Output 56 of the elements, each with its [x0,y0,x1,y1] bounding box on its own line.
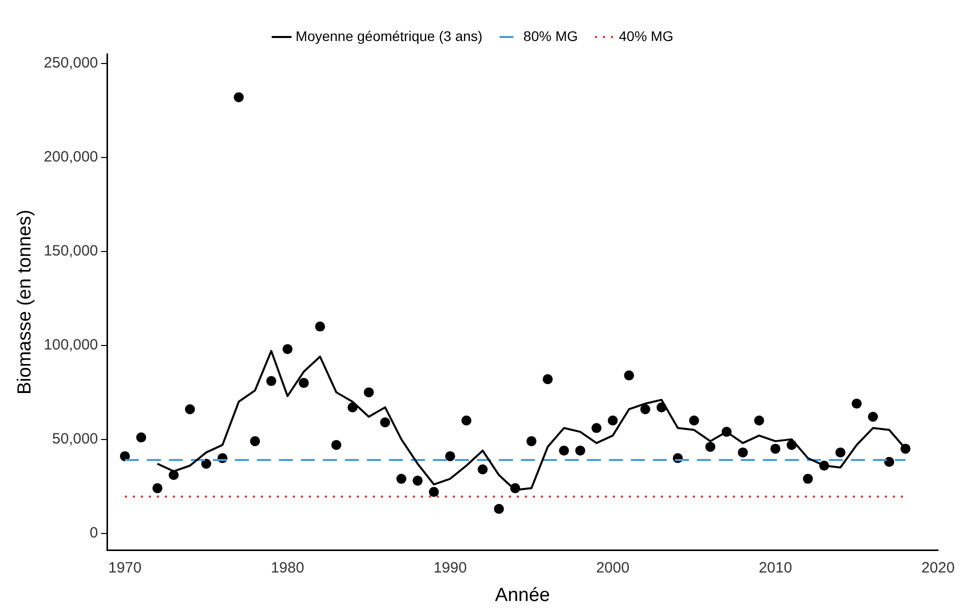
legend-label: 80% MG [523,28,578,44]
point [738,447,748,458]
point [445,451,456,462]
point [835,447,846,458]
point [331,440,342,450]
x-axis-title: Année [495,584,550,606]
point [298,378,309,388]
point [592,423,602,434]
y-tick-label: 200,000 [44,148,98,166]
point [315,322,326,332]
point [478,464,488,474]
x-tick-label: 1990 [433,559,467,576]
point [689,416,700,426]
point [754,416,764,426]
point [852,398,862,409]
point [461,416,472,426]
y-tick-label: 150,000 [44,242,98,260]
point [396,474,406,484]
point [266,376,276,386]
point [250,436,260,446]
point [526,436,536,446]
point [152,483,162,494]
point [494,504,504,514]
x-tick-label: 2000 [596,559,630,576]
y-tick-label: 50,000 [52,430,98,448]
x-tick-label: 1970 [108,559,142,576]
y-tick-label: 0 [90,524,98,542]
point [884,456,894,467]
x-tick-label: 1980 [270,559,304,576]
point [558,446,569,456]
point [868,412,878,422]
point [624,370,634,380]
point [412,476,423,486]
point [770,444,780,454]
x-tick-label: 2020 [921,559,955,576]
x-tick-label: 2010 [758,559,792,576]
point [608,416,618,426]
y-tick-label: 100,000 [44,336,98,354]
point [380,417,390,428]
y-axis-title: Biomasse (en tonnes) [14,210,36,395]
point [364,387,374,398]
point [428,486,439,497]
y-tick-label: 250,000 [44,54,98,72]
point [542,374,553,384]
point [120,451,130,462]
legend-label: Moyenne géométrique (3 ans) [296,28,482,44]
point [234,92,244,102]
point [201,458,212,469]
point [640,404,650,414]
point [184,404,195,414]
point [802,474,813,484]
point [575,446,586,456]
point [282,344,293,354]
legend-label: 40% MG [618,28,674,44]
point [705,442,716,452]
point [136,432,146,442]
